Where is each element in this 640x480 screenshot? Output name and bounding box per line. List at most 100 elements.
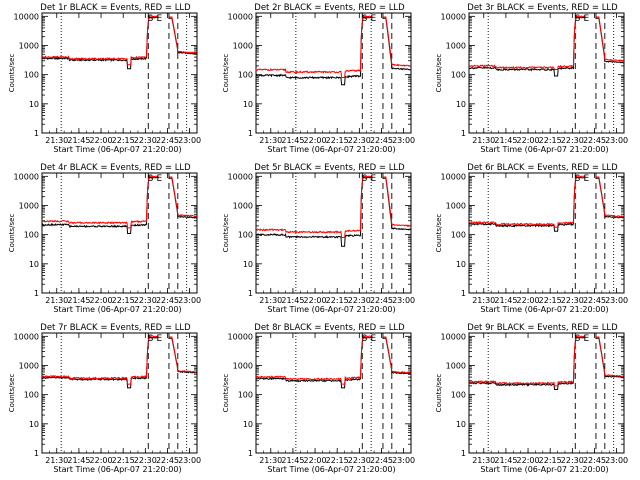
light-curve-panel-4: Det 4r BLACK = Events, RED = LLD 1 10 100 10… [8,163,201,314]
x-tick-label: 22:15 [112,456,135,465]
x-axis-label: Start Time (06-Apr-07 21:20:00) [480,305,608,314]
y-tick-label: 10 [243,260,253,269]
plot-frame [255,332,412,454]
y-tick-label: 100 [451,391,466,400]
y-tick-label: 10000 [14,172,39,181]
plot-frame [41,332,198,454]
flag-label-s: S [148,14,154,24]
x-tick-label: 22:15 [539,136,562,145]
flag-label-s: S [362,174,368,184]
plot-frame [255,172,412,294]
x-axis-label: Start Time (06-Apr-07 21:20:00) [267,305,395,314]
flag-label-e: E [371,334,377,344]
y-tick-label: 10 [243,420,253,429]
y-tick-label: 100 [24,231,39,240]
y-tick-label: 100 [238,71,253,80]
lld-series-line [468,335,624,387]
y-tick-label: 10 [29,100,39,109]
x-tick-label: 22:30 [134,456,157,465]
lld-series-line [256,175,412,238]
y-tick-label: 1 [461,129,466,138]
x-tick-label: 22:15 [539,456,562,465]
x-tick-label: 22:15 [112,136,135,145]
y-tick-label: 1000 [233,361,253,370]
plot-frame [255,12,412,134]
x-axis-label: Start Time (06-Apr-07 21:20:00) [53,305,181,314]
x-tick-label: 22:00 [90,456,113,465]
y-axis-label: Counts/sec [435,214,443,253]
y-tick-label: 10 [29,260,39,269]
y-tick-label: 1 [461,289,466,298]
y-tick-label: 1000 [233,201,253,210]
y-tick-label: 10000 [14,12,39,21]
y-axis-label: Counts/sec [8,214,16,253]
x-tick-label: 22:45 [156,456,179,465]
y-tick-label: 1 [34,289,39,298]
y-tick-label: 10 [243,100,253,109]
x-tick-label: 22:45 [583,136,606,145]
x-tick-label: 23:00 [178,456,201,465]
y-tick-label: 1 [248,289,253,298]
y-tick-label: 1 [461,449,466,458]
x-tick-label: 22:00 [517,296,540,305]
x-tick-label: 22:15 [539,296,562,305]
x-tick-label: 21:45 [281,136,304,145]
y-tick-label: 1000 [19,361,39,370]
y-axis-label: Counts/sec [435,374,443,413]
panel-title: Det 6r BLACK = Events, RED = LLD [467,163,618,173]
y-tick-label: 1000 [19,41,39,50]
y-tick-label: 1000 [233,41,253,50]
plot-frame [468,172,625,294]
y-tick-label: 10000 [228,12,253,21]
x-tick-label: 22:45 [583,296,606,305]
x-tick-label: 21:45 [67,456,90,465]
y-tick-label: 100 [238,391,253,400]
light-curve-panel-7: Det 7r BLACK = Events, RED = LLD 1 10 100 10… [8,323,201,474]
plot-frame [41,172,198,294]
y-tick-label: 10 [456,100,466,109]
y-tick-label: 1000 [446,361,466,370]
y-tick-label: 10000 [441,332,466,341]
lld-series-line [468,175,625,228]
y-tick-label: 100 [451,231,466,240]
x-tick-label: 23:00 [605,456,628,465]
x-tick-label: 23:00 [178,296,201,305]
y-axis-label: Counts/sec [222,214,230,253]
x-tick-label: 21:45 [281,296,304,305]
lld-series-line [41,15,198,66]
plot-frame [41,12,198,134]
flag-label-s: S [362,334,368,344]
x-tick-label: 21:45 [494,136,517,145]
x-tick-label: 22:30 [348,136,371,145]
x-tick-label: 23:00 [392,296,415,305]
y-tick-label: 1 [34,129,39,138]
x-tick-label: 22:00 [517,136,540,145]
flag-label-s: S [575,334,581,344]
x-tick-label: 22:00 [304,296,327,305]
flag-label-e: E [157,14,163,24]
x-axis-label: Start Time (06-Apr-07 21:20:00) [53,145,181,154]
light-curve-panel-9: Det 9r BLACK = Events, RED = LLD 1 10 100 10… [435,323,628,474]
x-tick-label: 22:45 [370,456,393,465]
x-tick-label: 21:45 [494,456,517,465]
x-tick-label: 22:00 [304,456,327,465]
y-tick-label: 10000 [228,172,253,181]
y-tick-label: 1 [248,449,253,458]
light-curve-panel-8: Det 8r BLACK = Events, RED = LLD 1 10 100 10… [222,323,415,474]
y-axis-label: Counts/sec [8,374,16,413]
panel-title: Det 3r BLACK = Events, RED = LLD [467,3,618,13]
y-axis-label: Counts/sec [222,54,230,93]
flag-label-s: S [362,14,368,24]
flag-label-e: E [157,174,163,184]
light-curve-panel-5: Det 5r BLACK = Events, RED = LLD 1 10 100 10… [222,163,415,314]
x-tick-label: 22:45 [156,296,179,305]
y-tick-label: 10000 [228,332,253,341]
y-axis-label: Counts/sec [8,54,16,93]
x-tick-label: 21:30 [472,136,495,145]
x-tick-label: 22:00 [90,296,113,305]
lld-series-line [468,15,624,70]
y-tick-label: 1 [34,449,39,458]
flag-label-s: S [575,174,581,184]
x-tick-label: 23:00 [605,296,628,305]
